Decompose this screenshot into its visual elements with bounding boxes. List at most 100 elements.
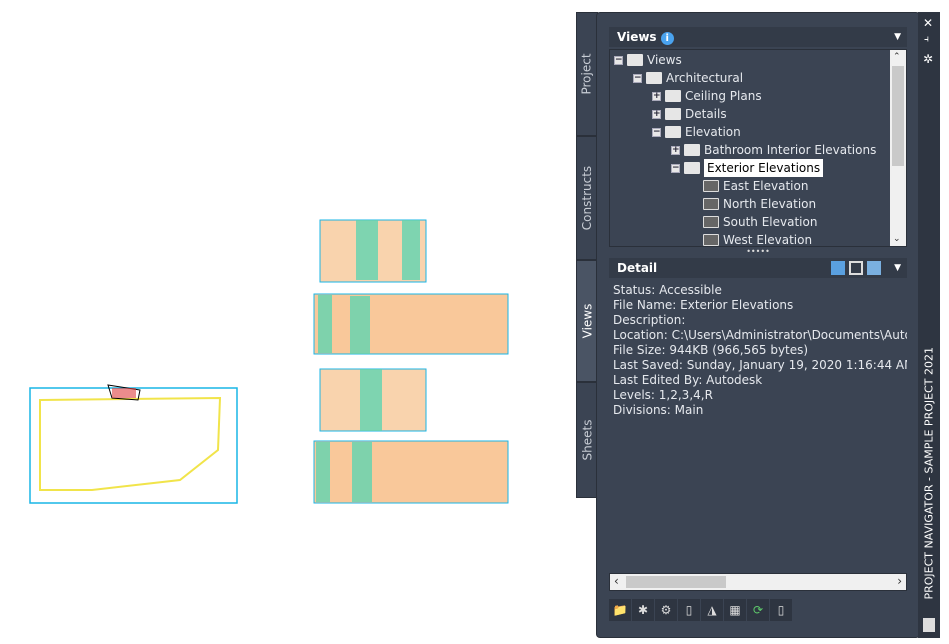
tree-item-label: North Elevation: [723, 197, 817, 211]
splitter-handle[interactable]: •••••: [746, 247, 770, 256]
tree-item-label: Exterior Elevations: [704, 159, 824, 177]
refresh-button[interactable]: ⟳: [747, 599, 769, 621]
tree-item-label: East Elevation: [723, 179, 809, 193]
views-title: Views: [617, 30, 657, 44]
tree-item[interactable]: + Details: [652, 105, 727, 123]
tab-project[interactable]: Project: [576, 12, 598, 136]
detail-line: Description:: [613, 313, 686, 327]
collapse-icon[interactable]: −: [614, 54, 623, 65]
reference-button[interactable]: ◮: [701, 599, 723, 621]
tree-item-label: Views: [647, 53, 682, 67]
tree-item-label: Bathroom Interior Elevations: [704, 143, 877, 157]
regenerate-icon: ⚙: [660, 603, 672, 617]
detail-line: Last Edited By: Autodesk: [613, 373, 763, 387]
add-view-button[interactable]: ✱: [632, 599, 654, 621]
project-icon: [923, 618, 935, 632]
detail-pane: Status: Accessible File Name: Exterior El…: [609, 279, 907, 573]
reference-icon: ◮: [707, 603, 717, 617]
zoom-preview-icon[interactable]: [867, 261, 881, 275]
collapse-icon[interactable]: −: [671, 162, 680, 173]
properties-icon[interactable]: ✲: [923, 52, 934, 66]
expand-icon[interactable]: +: [671, 144, 680, 155]
new-view-button[interactable]: 📁: [609, 599, 631, 621]
tree-item[interactable]: − Exterior Elevations: [671, 159, 824, 177]
repath-icon: ▯: [777, 603, 785, 617]
palette-title: PROJECT NAVIGATOR - SAMPLE PROJECT 2021: [922, 347, 936, 600]
tree-item[interactable]: North Elevation: [703, 195, 816, 213]
detail-hscrollbar[interactable]: ‹ ›: [609, 573, 907, 591]
tab-views[interactable]: Views: [576, 260, 598, 382]
view-category-icon: [684, 162, 700, 174]
elevation-view-icon: [703, 234, 719, 246]
toolbar: 📁 ✱ ⚙ ▯ ◮ ▦ ⟳ ▯: [609, 599, 792, 625]
folder-icon: [665, 90, 681, 102]
preview-icon[interactable]: [831, 261, 845, 275]
tab-constructs[interactable]: Constructs: [576, 136, 598, 260]
tree-item[interactable]: South Elevation: [703, 213, 817, 231]
tree-item[interactable]: East Elevation: [703, 177, 808, 195]
detail-line: File Name: Exterior Elevations: [613, 298, 794, 312]
folder-open-icon: [646, 72, 662, 84]
detail-line: Levels: 1,2,3,4,R: [613, 388, 713, 402]
detail-header: Detail ▼: [609, 258, 907, 278]
project-navigator-panel: Views i ▼ ⌃ ⌄ − Views − Architectural + Ceili…: [596, 12, 920, 638]
tree-item[interactable]: + Ceiling Plans: [652, 87, 762, 105]
auto-hide-icon[interactable]: ⫞: [924, 34, 929, 45]
views-header: Views i ▼: [609, 27, 907, 47]
expand-icon[interactable]: +: [652, 108, 661, 119]
info-icon[interactable]: i: [660, 32, 674, 45]
xref-button[interactable]: ▯: [678, 599, 700, 621]
tree-item[interactable]: − Views: [614, 51, 682, 69]
drawing-canvas[interactable]: [0, 0, 576, 644]
new-view-icon: 📁: [612, 603, 628, 617]
tab-label: Sheets: [580, 419, 595, 461]
folder-open-icon: [665, 126, 681, 138]
chevron-down-icon[interactable]: ▼: [894, 32, 901, 42]
views-tree[interactable]: ⌃ ⌄ − Views − Architectural + Ceiling Plans + D…: [609, 49, 907, 247]
tree-item-label: South Elevation: [723, 215, 818, 229]
close-icon[interactable]: ✕: [923, 16, 934, 30]
detail-line: Location: C:\Users\Administrator\Documen…: [613, 328, 907, 342]
regenerate-button[interactable]: ⚙: [655, 599, 677, 621]
tab-label: Project: [580, 53, 594, 95]
tree-item[interactable]: − Elevation: [652, 123, 741, 141]
elevation-view-icon: [703, 216, 719, 228]
tab-label: Constructs: [580, 165, 595, 231]
tab-sheets[interactable]: Sheets: [576, 382, 598, 498]
tab-strip: Project Constructs Views Sheets: [576, 12, 598, 498]
folder-icon: [665, 108, 681, 120]
sheet-button[interactable]: ▦: [724, 599, 746, 621]
detail-line: Status: Accessible: [613, 283, 722, 297]
tree-item-label: Architectural: [666, 71, 744, 85]
expand-icon[interactable]: +: [652, 90, 661, 101]
repath-button[interactable]: ▯: [770, 599, 792, 621]
tree-item[interactable]: − Architectural: [633, 69, 743, 87]
detail-title: Detail: [617, 261, 658, 275]
tree-item[interactable]: West Elevation: [703, 231, 813, 247]
tree-item-label: Details: [685, 107, 727, 121]
detail-line: Divisions: Main: [613, 403, 704, 417]
tree-item-label: Ceiling Plans: [685, 89, 762, 103]
list-icon[interactable]: [849, 261, 863, 275]
palette-title-bar: ✕ ⫞ ✲ PROJECT NAVIGATOR - SAMPLE PROJECT…: [918, 12, 940, 638]
detail-line: File Size: 944KB (966,565 bytes): [613, 343, 809, 357]
detail-line: Last Saved: Sunday, January 19, 2020 1:1…: [613, 358, 907, 372]
view-category-icon: [684, 144, 700, 156]
floor-plan-drawing: [29, 384, 238, 504]
add-view-icon: ✱: [637, 603, 649, 617]
tree-item-label: Elevation: [685, 125, 741, 139]
elevation-view-icon: [703, 198, 719, 210]
tree-item[interactable]: + Bathroom Interior Elevations: [671, 141, 876, 159]
xref-icon: ▯: [685, 603, 693, 617]
folder-open-icon: [627, 54, 643, 66]
elevation-drawings: [313, 219, 509, 504]
tree-item-label: West Elevation: [723, 233, 813, 247]
elevation-view-icon: [703, 180, 719, 192]
sheet-icon: ▦: [729, 603, 741, 617]
chevron-down-icon[interactable]: ▼: [894, 263, 901, 273]
tab-label: Views: [580, 303, 595, 339]
collapse-icon[interactable]: −: [652, 126, 661, 137]
tree-scrollbar[interactable]: ⌃ ⌄: [890, 50, 906, 246]
refresh-icon: ⟳: [752, 603, 764, 617]
collapse-icon[interactable]: −: [633, 72, 642, 83]
